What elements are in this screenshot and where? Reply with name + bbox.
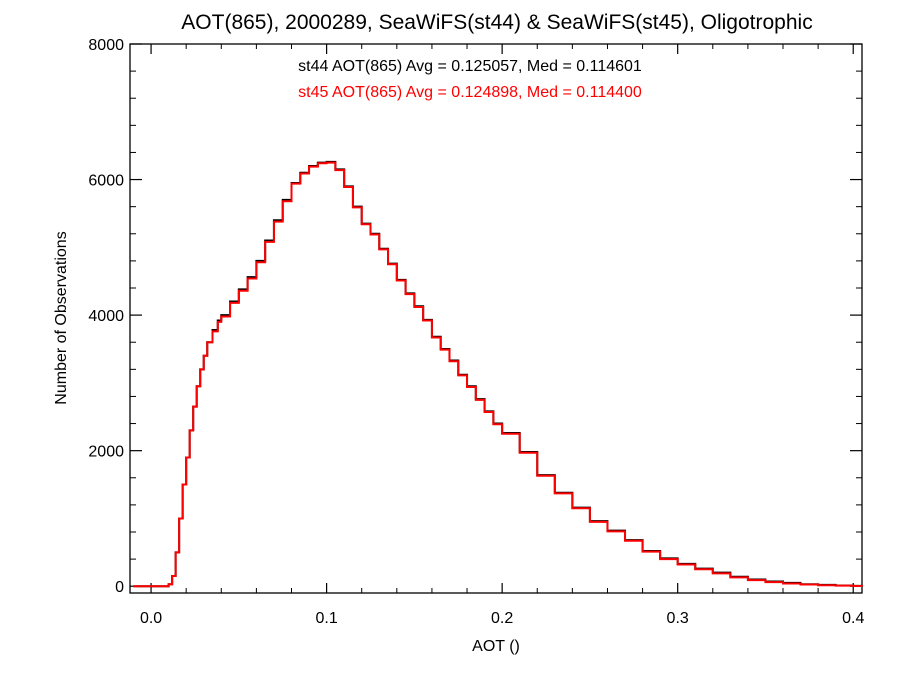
chart-title: AOT(865), 2000289, SeaWiFS(st44) & SeaWi… — [181, 11, 812, 34]
y-tick-label: 2000 — [88, 444, 124, 461]
y-tick-label: 6000 — [88, 173, 124, 190]
annotation-st45: st45 AOT(865) Avg = 0.124898, Med = 0.11… — [298, 84, 642, 101]
x-tick-label: 0.4 — [842, 610, 864, 627]
y-axis: 0 2000 4000 6000 8000 — [88, 37, 862, 596]
x-axis: 0.0 0.1 0.2 0.3 0.4 — [140, 44, 864, 627]
x-axis-label: AOT () — [472, 638, 520, 655]
series-st45-line — [133, 161, 863, 588]
x-tick-label: 0.1 — [315, 610, 337, 627]
x-tick-label: 0.3 — [667, 610, 689, 627]
annotation-st44: st44 AOT(865) Avg = 0.125057, Med = 0.11… — [298, 58, 642, 75]
series-layer — [133, 160, 863, 588]
plot-area — [129, 43, 863, 594]
y-tick-label: 4000 — [88, 308, 124, 325]
y-tick-label: 0 — [115, 579, 124, 596]
x-tick-label: 0.2 — [491, 610, 513, 627]
y-axis-label: Number of Observations — [53, 231, 70, 404]
plot-frame — [129, 43, 863, 594]
x-tick-label: 0.0 — [140, 610, 162, 627]
y-tick-label: 8000 — [88, 37, 124, 54]
